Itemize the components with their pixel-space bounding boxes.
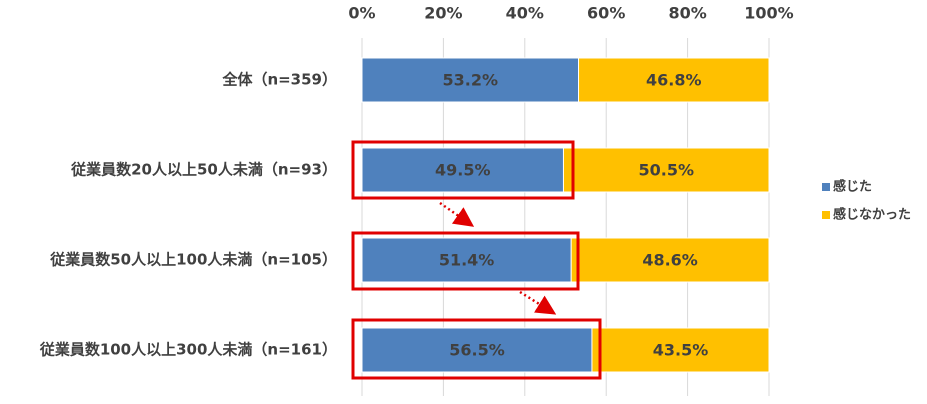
legend-label: 感じなかった	[833, 207, 911, 223]
y-tick-label: 全体（n=359）	[221, 71, 337, 89]
data-label: 48.6%	[642, 251, 698, 270]
legend-label: 感じた	[833, 179, 872, 195]
arrow	[519, 290, 557, 315]
data-label: 49.5%	[435, 161, 491, 180]
bar-segment	[578, 57, 770, 103]
x-tick-label: 100%	[744, 4, 793, 23]
data-label: 51.4%	[439, 251, 495, 270]
x-tick-label: 0%	[348, 4, 375, 23]
data-label: 50.5%	[638, 161, 694, 180]
bar-segment	[361, 327, 593, 373]
bar-segment	[361, 57, 580, 103]
x-tick-label: 40%	[506, 4, 544, 23]
highlight-box	[351, 231, 580, 291]
legend-swatch	[822, 211, 830, 219]
x-tick-label: 60%	[587, 4, 625, 23]
arrow	[439, 201, 475, 227]
data-label: 53.2%	[443, 71, 499, 90]
bar-segment	[570, 237, 770, 283]
y-tick-label: 従業員数50人以上100人未満（n=105）	[49, 251, 337, 269]
bar-segment	[361, 237, 572, 283]
highlight-box	[351, 140, 575, 200]
bar-segment	[591, 327, 770, 373]
data-label: 56.5%	[449, 341, 505, 360]
data-label: 46.8%	[646, 71, 702, 90]
y-tick-label: 従業員数20人以上50人未満（n=93）	[70, 161, 337, 179]
legend-swatch	[822, 183, 830, 191]
highlights	[351, 140, 602, 380]
x-tick-label: 80%	[668, 4, 706, 23]
data-label: 43.5%	[653, 341, 709, 360]
x-tick-label: 20%	[424, 4, 462, 23]
bar-segment	[562, 147, 770, 193]
highlight-box	[351, 318, 602, 380]
y-tick-label: 従業員数100人以上300人未満（n=161）	[39, 341, 337, 359]
